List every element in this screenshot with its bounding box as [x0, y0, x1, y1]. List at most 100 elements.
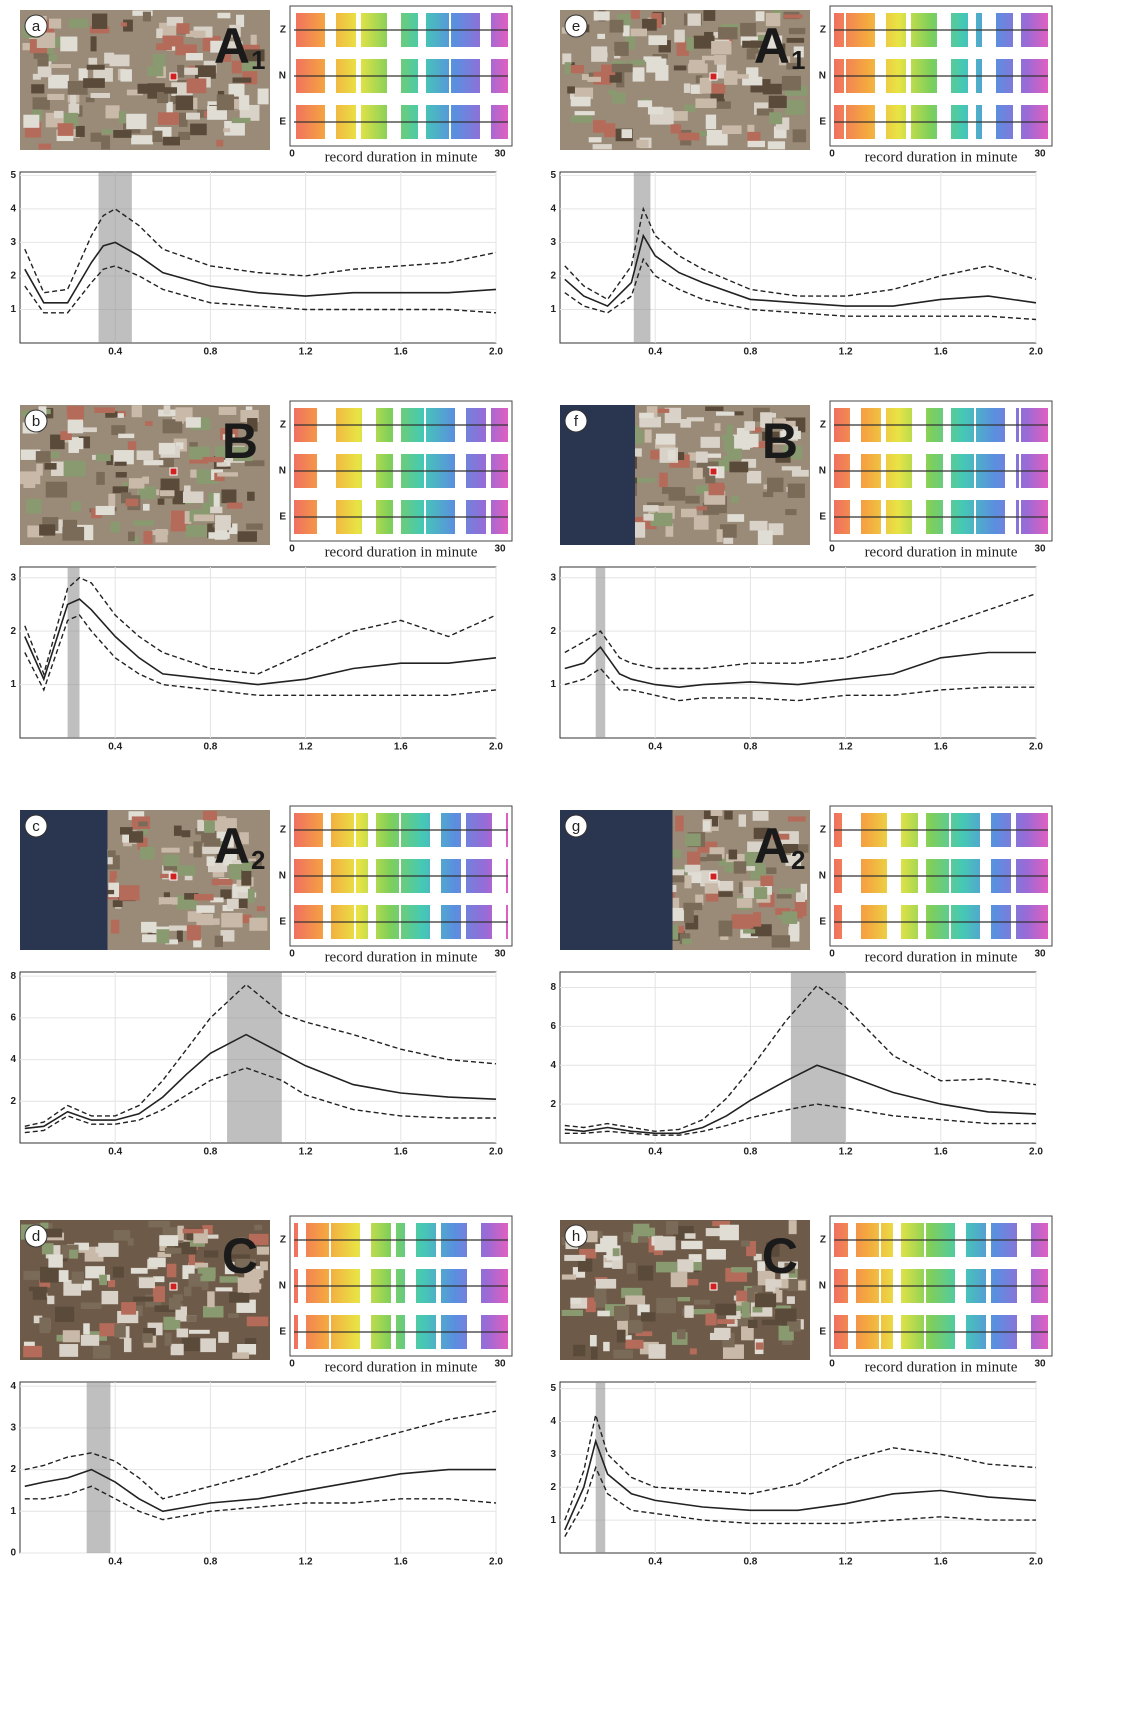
image-texture [588, 1300, 607, 1308]
image-texture [791, 844, 809, 853]
image-texture [672, 897, 680, 912]
x-tick-label: 2.0 [489, 1147, 503, 1158]
record-tick: 0 [829, 1359, 835, 1370]
image-texture [603, 1341, 610, 1352]
image-texture [187, 911, 202, 922]
image-texture [120, 827, 133, 835]
mean-line [24, 241, 497, 304]
image-texture [635, 1227, 656, 1237]
image-texture [727, 74, 749, 79]
image-texture [163, 1316, 181, 1330]
image-texture [706, 1248, 726, 1260]
component-label: Z [820, 420, 826, 431]
panel-badge [564, 409, 588, 433]
image-texture [577, 1258, 593, 1272]
image-texture [622, 25, 630, 37]
image-texture [95, 505, 115, 516]
image-texture [789, 1319, 801, 1332]
bound-line [564, 984, 1037, 1133]
image-texture [202, 846, 221, 854]
record-tick: 0 [289, 949, 295, 960]
image-texture [172, 1294, 183, 1301]
image-texture [219, 53, 232, 62]
image-texture [765, 1242, 780, 1257]
image-texture [634, 478, 655, 483]
x-tick-label: 1.2 [299, 1557, 313, 1568]
image-texture [256, 1246, 270, 1255]
image-texture [223, 128, 231, 133]
peak-band [595, 1382, 606, 1553]
x-tick-label: 0.8 [203, 1557, 217, 1568]
image-texture [186, 925, 201, 941]
image-texture [756, 108, 774, 116]
image-texture [684, 908, 694, 923]
image-texture [157, 91, 169, 104]
image-texture [571, 115, 593, 123]
image-texture [685, 495, 700, 504]
image-texture [163, 866, 178, 871]
image-texture [724, 866, 736, 873]
component-label: E [279, 1327, 286, 1338]
image-texture [123, 1338, 132, 1353]
image-texture [136, 450, 154, 460]
image-texture [695, 75, 703, 84]
image-texture [608, 89, 617, 95]
image-texture [783, 14, 803, 19]
x-tick-label: 1.2 [299, 742, 313, 753]
image-texture [254, 1224, 263, 1231]
image-texture [36, 463, 43, 476]
image-texture [110, 521, 120, 533]
image-texture [214, 472, 225, 482]
record-axis-label: record duration in minute [865, 949, 1018, 965]
image-texture [111, 425, 126, 436]
x-tick-label: 2.0 [489, 1557, 503, 1568]
x-tick-label: 1.6 [934, 347, 948, 358]
image-texture [624, 1335, 632, 1340]
bound-line [564, 667, 1036, 702]
image-texture [752, 811, 769, 821]
x-tick-label: 1.6 [394, 347, 408, 358]
image-texture [702, 820, 711, 832]
x-tick-label: 1.6 [394, 1147, 408, 1158]
image-texture [767, 477, 784, 493]
image-texture [675, 815, 684, 832]
image-texture [226, 898, 246, 909]
image-texture [138, 1277, 155, 1289]
record-tick: 30 [494, 544, 506, 555]
image-texture [63, 460, 86, 477]
image-texture [672, 907, 684, 921]
panel-label: h [572, 1228, 580, 1245]
mean-line [564, 1064, 1037, 1135]
image-texture [101, 129, 114, 135]
image-texture [236, 14, 245, 27]
image-texture [220, 889, 232, 900]
site-marker [709, 1282, 718, 1291]
image-texture [246, 1316, 269, 1327]
image-texture [761, 412, 777, 418]
site-marker [709, 467, 718, 476]
y-tick-label: 4 [10, 1381, 16, 1392]
image-texture [215, 1287, 233, 1292]
image-texture [157, 498, 165, 505]
image-texture [218, 406, 237, 415]
satellite-image [560, 405, 810, 545]
image-texture [214, 935, 223, 948]
image-texture [592, 144, 612, 150]
image-texture [159, 1235, 179, 1247]
image-texture [247, 491, 255, 501]
image-texture [118, 111, 126, 124]
y-tick-label: 1 [10, 1506, 16, 1517]
image-texture [62, 1330, 80, 1343]
image-texture [755, 11, 765, 22]
y-tick-label: 4 [550, 1416, 556, 1427]
image-texture [35, 451, 51, 463]
image-texture [86, 64, 105, 70]
image-texture [561, 1309, 583, 1316]
x-tick-label: 2.0 [1029, 347, 1043, 358]
image-texture [67, 419, 84, 434]
image-texture [257, 88, 269, 105]
panel-label: e [572, 18, 580, 35]
image-texture [185, 525, 207, 538]
image-texture [177, 1225, 184, 1241]
